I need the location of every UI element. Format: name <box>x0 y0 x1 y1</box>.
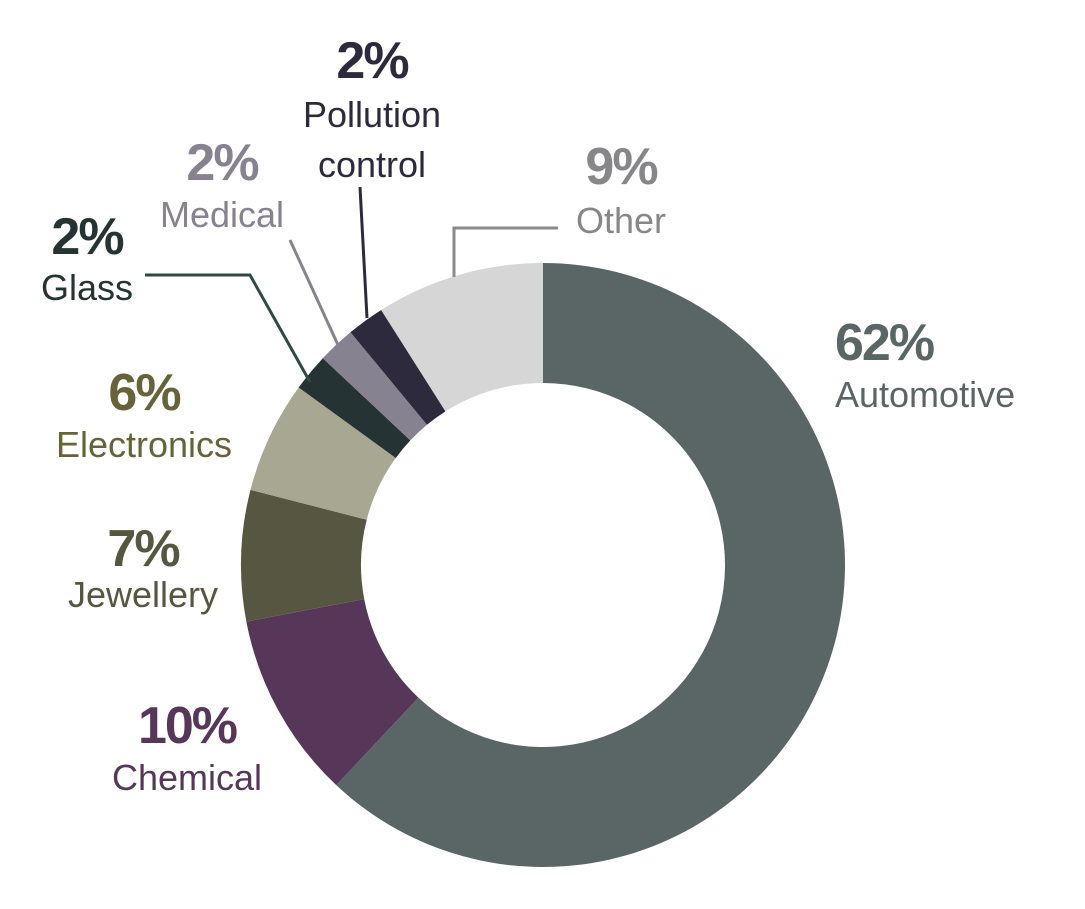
leader-lines <box>145 186 558 383</box>
category-label-jewellery: Jewellery <box>68 574 218 615</box>
category-label-electronics: Electronics <box>56 424 232 465</box>
category-label-chemical: Chemical <box>112 757 262 798</box>
slice-chemical <box>246 599 419 786</box>
value-label-glass: 2% <box>51 208 123 266</box>
value-label-automotive: 62% <box>835 314 934 372</box>
slice-other <box>381 263 543 412</box>
slice-electronics <box>250 387 396 520</box>
category-label-pollution-control-line-2: control <box>318 144 426 185</box>
slice-jewellery <box>240 489 367 622</box>
value-label-medical: 2% <box>186 134 258 192</box>
slice-medical <box>322 332 427 441</box>
leader-line-other <box>452 226 558 277</box>
slice-glass <box>298 358 411 459</box>
donut-slices <box>240 263 846 867</box>
slice-pollution-control <box>350 310 446 425</box>
leader-line-pollution-control <box>358 186 369 319</box>
value-label-other: 9% <box>585 138 657 196</box>
value-label-jewellery: 7% <box>107 520 179 578</box>
category-label-automotive: Automotive <box>835 374 1015 415</box>
category-label-glass: Glass <box>41 267 133 308</box>
leader-line-glass <box>145 273 312 383</box>
category-label-pollution-control-line-1: Pollution <box>303 94 441 135</box>
value-label-chemical: 10% <box>138 697 237 755</box>
value-label-electronics: 6% <box>108 364 180 422</box>
category-label-medical: Medical <box>160 194 284 235</box>
slice-automotive <box>336 263 846 867</box>
value-label-pollution-control: 2% <box>336 32 408 90</box>
slice-labels: 62%Automotive 10%Chemical 7%Jewellery 6%Ele… <box>41 32 1015 798</box>
category-label-other: Other <box>576 200 666 241</box>
leader-line-medical <box>288 239 340 346</box>
